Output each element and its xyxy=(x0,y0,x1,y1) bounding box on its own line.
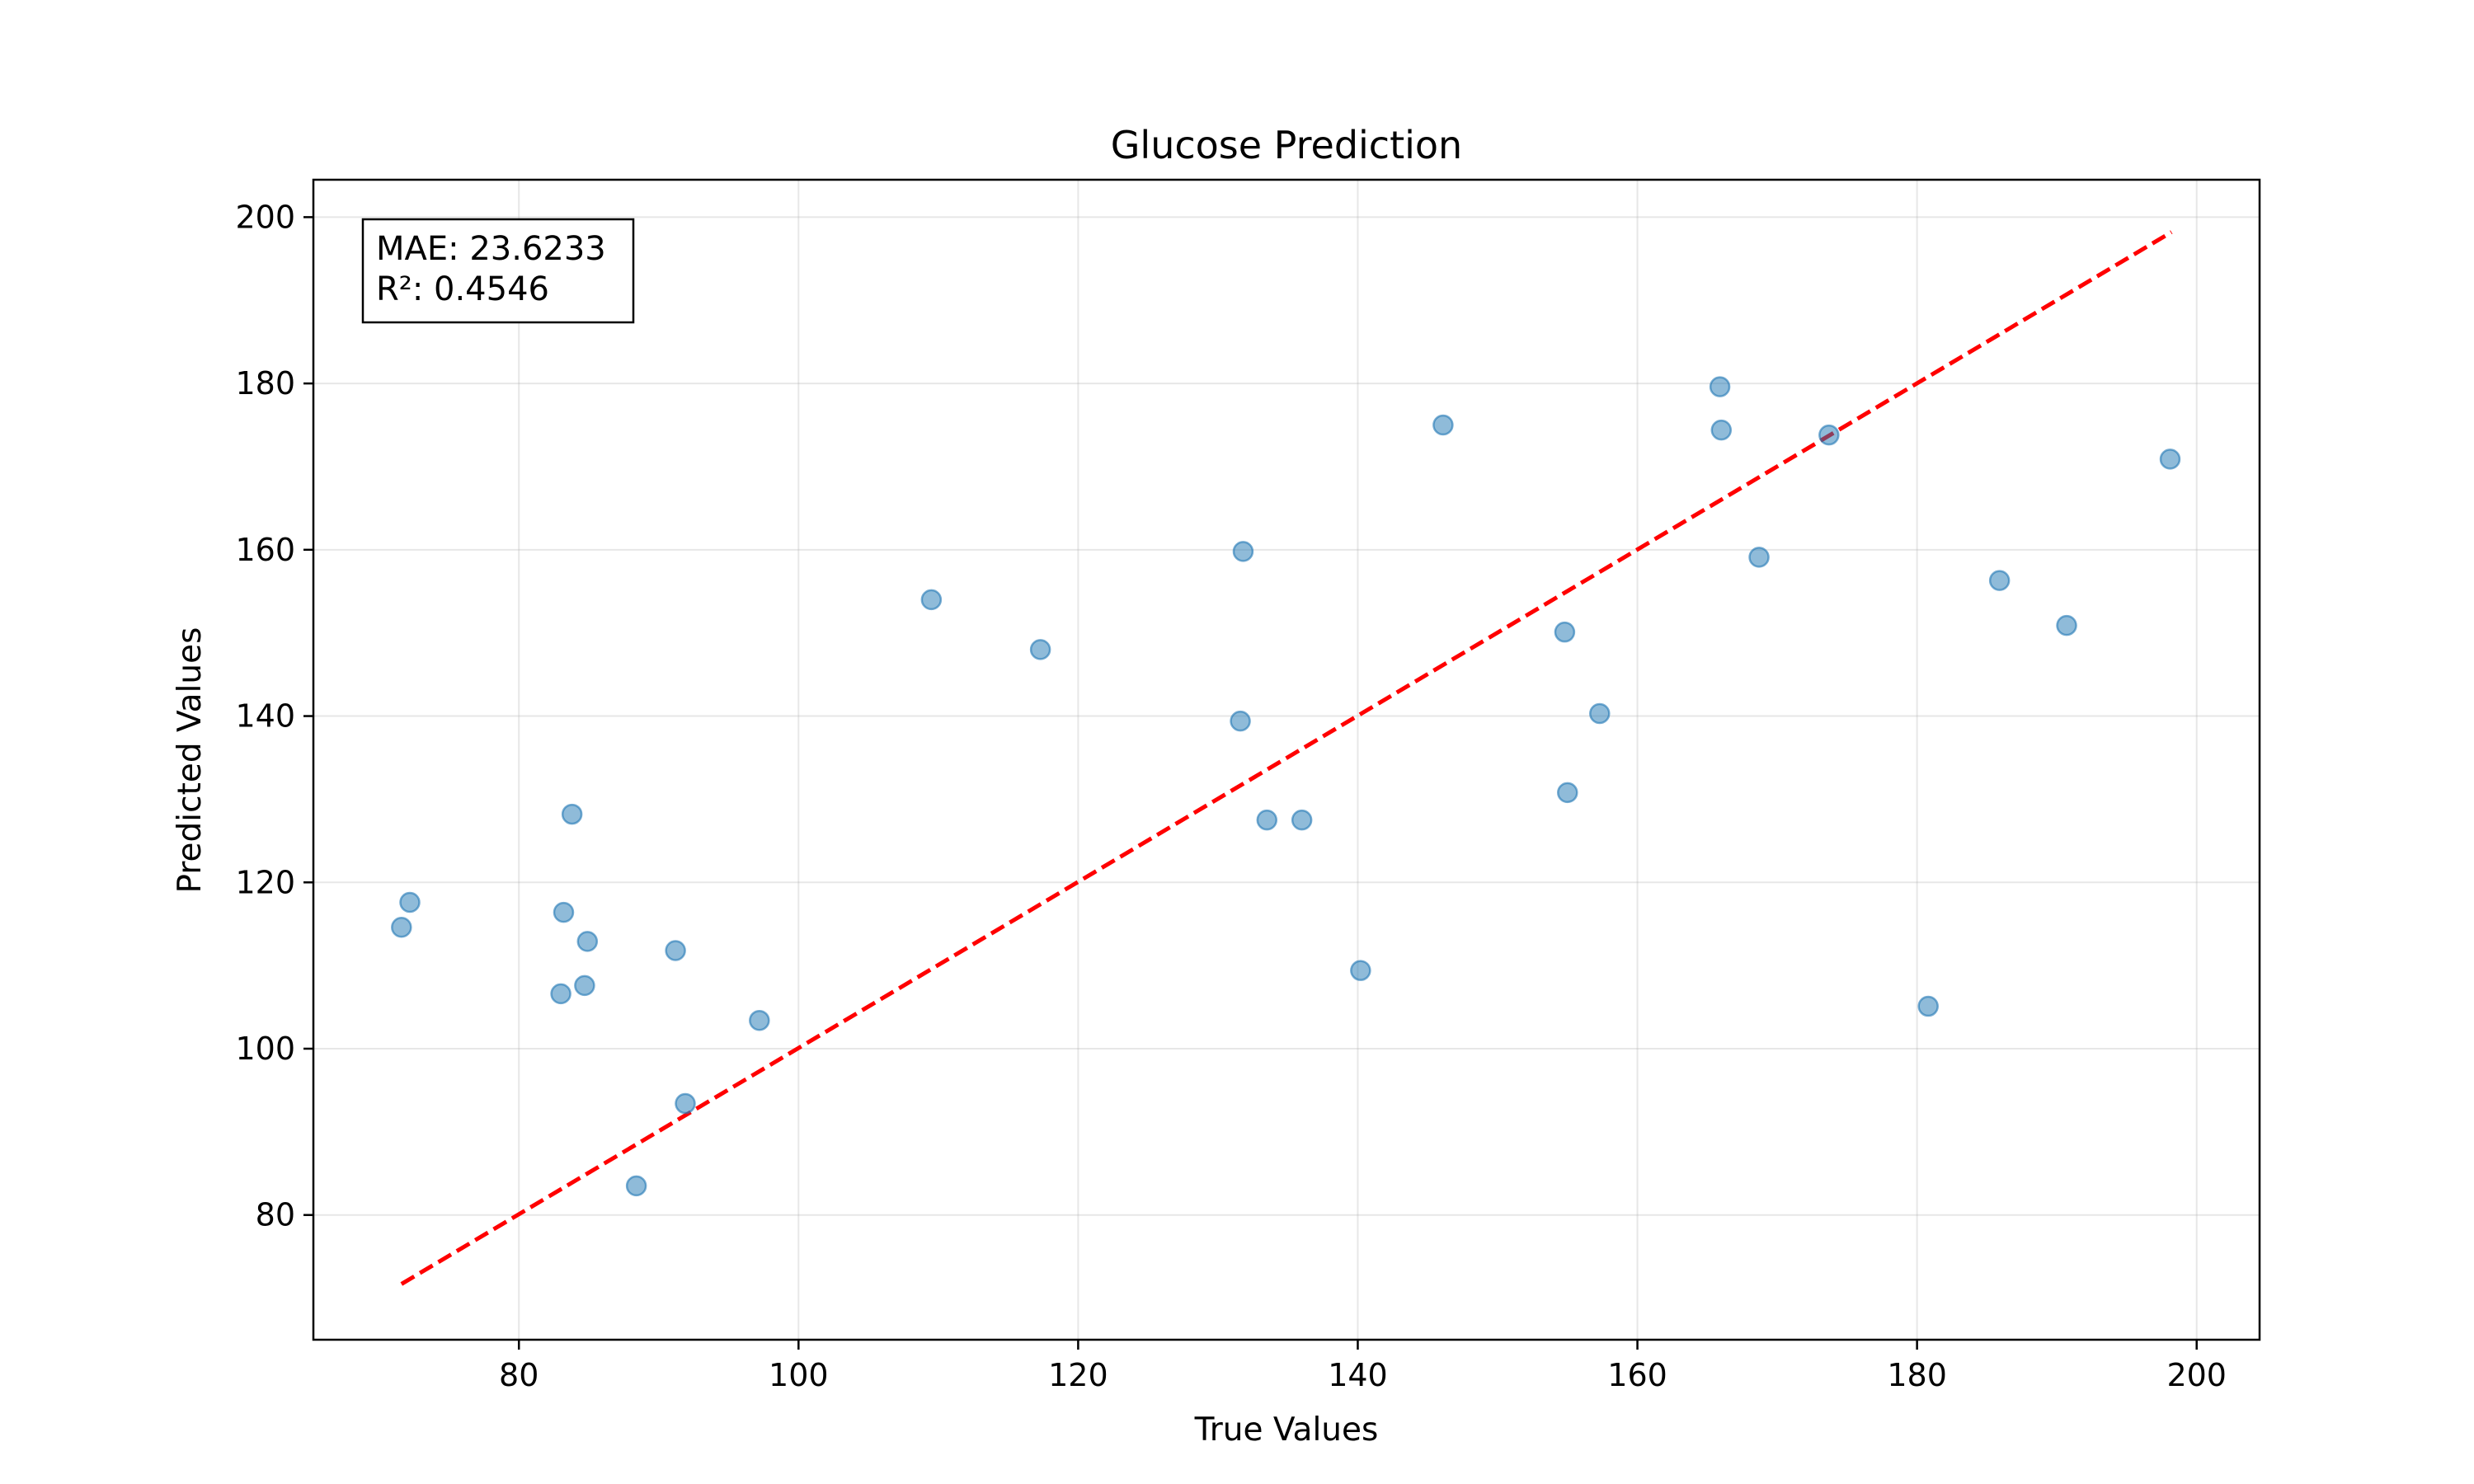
x-tick-label: 180 xyxy=(1887,1357,1947,1393)
scatter-point xyxy=(1748,547,1770,568)
scatter-point xyxy=(1589,702,1611,725)
scatter-point xyxy=(1988,570,2011,591)
y-axis-label: Predicted Values xyxy=(172,627,209,894)
x-tick-label: 140 xyxy=(1328,1357,1388,1393)
y-tick-label: 180 xyxy=(235,365,295,402)
reference-line-layer xyxy=(400,230,2173,1286)
plot-area-frame xyxy=(312,178,2261,1341)
scatter-point xyxy=(1256,809,1278,831)
y-tick-label: 100 xyxy=(235,1031,295,1067)
scatter-points xyxy=(391,376,2181,1197)
scatter-point xyxy=(399,891,421,913)
r2-text: R²: 0.4546 xyxy=(376,270,549,308)
scatter-point xyxy=(1230,710,1251,732)
scatter-point xyxy=(1029,639,1051,660)
scatter-point xyxy=(665,940,686,961)
scatter-point xyxy=(1710,419,1733,441)
scatter-point xyxy=(1232,541,1254,562)
scatter-point xyxy=(2056,614,2077,636)
scatter-point xyxy=(1291,809,1313,831)
x-tick-label: 160 xyxy=(1607,1357,1667,1393)
scatter-point xyxy=(749,1009,770,1031)
stats-annotation-box: MAE: 23.6233 R²: 0.4546 xyxy=(361,218,635,324)
x-axis-label: True Values xyxy=(1194,1411,1379,1449)
x-tick-label: 200 xyxy=(2166,1357,2227,1393)
identity-reference-line xyxy=(400,230,2173,1286)
scatter-point xyxy=(1432,414,1454,436)
y-tick-label: 160 xyxy=(235,532,295,568)
y-tick-label: 200 xyxy=(235,199,295,235)
y-tick-label: 80 xyxy=(256,1197,295,1233)
scatter-point xyxy=(574,974,595,997)
scatter-point xyxy=(1350,960,1371,981)
x-tick-label: 100 xyxy=(769,1357,829,1393)
scatter-point xyxy=(553,901,575,923)
scatter-point xyxy=(1709,376,1731,397)
y-tick-label: 120 xyxy=(235,864,295,900)
scatter-point xyxy=(625,1175,647,1197)
grid-lines xyxy=(313,180,2260,1340)
scatter-point xyxy=(920,589,943,611)
scatter-point xyxy=(576,931,599,952)
scatter-point xyxy=(1917,995,1939,1017)
scatter-point xyxy=(550,983,571,1005)
mae-text: MAE: 23.6233 xyxy=(376,230,606,268)
scatter-point xyxy=(1557,782,1578,804)
scatter-point xyxy=(561,803,583,825)
stats-box-border xyxy=(361,218,635,324)
scatter-point xyxy=(675,1092,696,1115)
scatter-point xyxy=(391,916,412,938)
x-tick-label: 120 xyxy=(1048,1357,1108,1393)
axis-ticks: 80 100 120 140 160 180 200 80 100 120 140 160 180 200 xyxy=(235,199,2227,1393)
x-tick-label: 80 xyxy=(499,1357,539,1393)
scatter-point xyxy=(1818,424,1840,446)
y-tick-label: 140 xyxy=(235,698,295,735)
scatter-point xyxy=(1554,621,1576,643)
scatter-point xyxy=(2159,448,2181,470)
chart-title: Glucose Prediction xyxy=(1111,123,1462,167)
